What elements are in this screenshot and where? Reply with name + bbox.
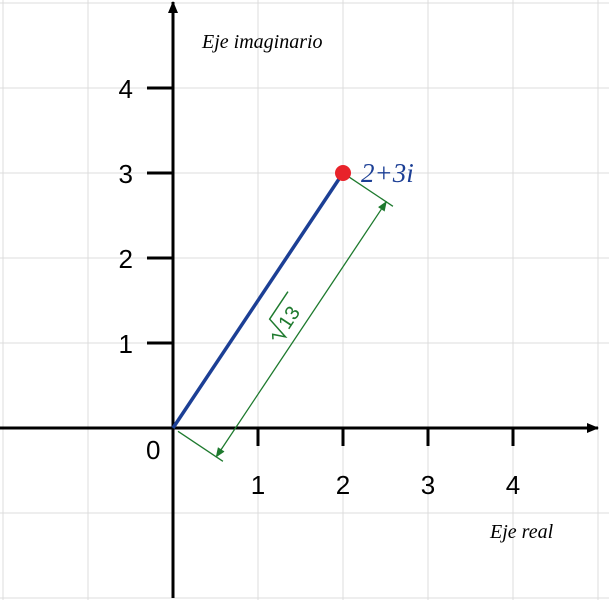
radical-sign (268, 291, 289, 340)
dimension-line (215, 201, 387, 458)
x-tick-label-2: 2 (336, 470, 350, 500)
x-axis-ticks (256, 428, 515, 446)
complex-point (335, 165, 351, 181)
y-tick-label-1: 1 (119, 329, 133, 359)
x-axis-title: Eje real (489, 521, 554, 543)
x-tick-label-4: 4 (506, 470, 520, 500)
point-label: 2+3i (361, 158, 414, 188)
y-tick-label-2: 2 (119, 244, 133, 274)
y-axis-ticks (147, 86, 173, 345)
x-tick-label-1: 1 (251, 470, 265, 500)
x-tick-label-3: 3 (421, 470, 435, 500)
y-tick-label-3: 3 (119, 159, 133, 189)
vector-line (171, 172, 345, 429)
y-axis-title: Eje imaginario (201, 31, 323, 53)
modulus-label: 13 (268, 291, 305, 340)
y-tick-label-4: 4 (119, 74, 133, 104)
modulus-dimension: 13 (177, 175, 394, 462)
origin-label: 0 (146, 435, 160, 465)
dimension-extension-origin (177, 430, 224, 462)
